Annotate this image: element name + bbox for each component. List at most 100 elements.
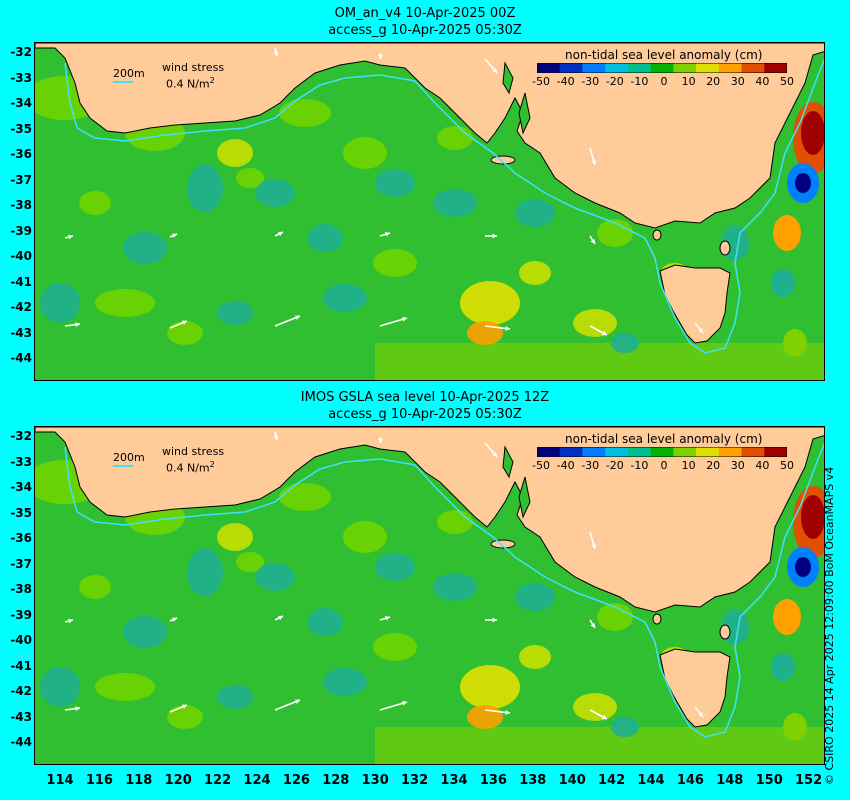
anomaly-eddy xyxy=(123,232,167,264)
latitude-label: -37 xyxy=(10,556,32,571)
anomaly-eddy xyxy=(783,713,807,741)
wind-stress-key: wind stress 0.4 N/m2 xyxy=(162,445,224,475)
flinders-island xyxy=(719,240,731,256)
colorbar-swatch xyxy=(559,447,583,457)
latitude-label: -35 xyxy=(10,121,32,136)
colorbar-tick-label: 0 xyxy=(660,459,668,472)
colorbar xyxy=(537,63,787,73)
colorbar-tick-label: -50 xyxy=(532,75,550,88)
longitude-label: 150 xyxy=(755,773,783,788)
colorbar-swatch xyxy=(582,447,606,457)
wind-arrow-head xyxy=(172,233,177,238)
anomaly-eddy xyxy=(611,333,639,353)
gulf-st-vincent xyxy=(518,476,531,519)
latitude-label: -36 xyxy=(10,147,32,161)
colorbar-swatch xyxy=(605,63,629,73)
longitude-label: 146 xyxy=(676,773,704,788)
wind-arrow-head xyxy=(591,544,597,549)
colorbar-swatch xyxy=(764,447,787,457)
longitude-label: 148 xyxy=(716,773,744,788)
spencer-gulf xyxy=(502,61,514,95)
wind-arrow-head xyxy=(505,326,510,331)
wind-arrow xyxy=(379,317,408,327)
wind-stress-arrows xyxy=(64,431,704,720)
anomaly-eddy xyxy=(79,575,111,599)
longitude-label: 138 xyxy=(519,773,547,788)
longitude-label: 116 xyxy=(85,773,113,788)
latitude-label: -35 xyxy=(10,505,32,520)
isobath-key-label: 200m xyxy=(113,451,145,464)
flinders-island xyxy=(719,624,731,640)
anomaly-eddy xyxy=(467,321,503,345)
wind-arrow-head xyxy=(602,330,607,336)
colorbar-swatch xyxy=(627,447,652,457)
wind-stress-label: wind stress xyxy=(162,61,225,74)
anomaly-eddy xyxy=(437,510,473,534)
colorbar-tick-label: 20 xyxy=(706,459,721,472)
wind-arrow-head xyxy=(68,234,73,240)
latitude-label: -42 xyxy=(10,300,32,314)
colorbar-tick-label: 40 xyxy=(755,459,770,472)
colorbar-tick-label: -30 xyxy=(581,75,600,88)
wind-stress-label: wind stress xyxy=(162,445,225,458)
panel-2-title-line1: IMOS GSLA sea level 10-Apr-2025 12Z xyxy=(300,390,550,405)
longitude-label: 118 xyxy=(125,773,153,788)
wind-arrow-head xyxy=(492,68,497,73)
colorbar-swatch xyxy=(582,63,606,73)
anomaly-eddy xyxy=(95,289,155,317)
longitude-label: 128 xyxy=(322,773,350,788)
anomaly-eddy xyxy=(433,189,477,217)
anomaly-eddy xyxy=(519,261,551,285)
tasmania xyxy=(659,264,731,344)
colorbar-swatch xyxy=(650,63,674,73)
sea-level-map-1 xyxy=(35,43,824,380)
isobath-200m xyxy=(64,58,824,354)
latitude-label: -33 xyxy=(10,70,32,85)
colorbar-swatch xyxy=(696,63,720,73)
southern-band xyxy=(375,343,824,380)
isobath-key-line xyxy=(113,81,133,83)
anomaly-eddy xyxy=(515,199,555,227)
wind-arrow-head xyxy=(75,322,80,327)
panel-2-title-line2: access_g 10-Apr-2025 05:30Z xyxy=(328,407,522,422)
longitude-label: 144 xyxy=(637,773,665,788)
isobath-key-label: 200m xyxy=(113,67,145,80)
map-panel-2 xyxy=(34,426,825,765)
colorbar-swatch xyxy=(559,63,583,73)
anomaly-eddy xyxy=(433,573,477,601)
anomaly-eddy xyxy=(343,521,387,553)
anomaly-eddy xyxy=(375,553,415,581)
spencer-gulf xyxy=(502,445,514,479)
isobath-key-line xyxy=(113,465,133,467)
anomaly-eddy xyxy=(611,717,639,737)
anomaly-eddy xyxy=(773,215,801,251)
latitude-label: -39 xyxy=(10,223,32,238)
wind-arrow-head xyxy=(182,320,187,325)
colorbar-swatch xyxy=(741,447,765,457)
anomaly-eddy xyxy=(373,633,417,661)
anomaly-eddy xyxy=(597,603,633,631)
anomaly-eddy xyxy=(597,219,633,247)
longitude-label: 136 xyxy=(479,773,507,788)
anomaly-eddy xyxy=(279,483,331,511)
anomaly-eddy xyxy=(167,705,203,729)
colorbar-tick-label: 30 xyxy=(730,459,745,472)
anomaly-eddy xyxy=(375,169,415,197)
wind-arrow-head xyxy=(278,231,283,237)
longitude-label: 132 xyxy=(401,773,429,788)
wind-arrow-head xyxy=(278,615,283,621)
longitude-label: 152 xyxy=(795,773,823,788)
longitude-label: 124 xyxy=(243,773,271,788)
wind-stress-value: 0.4 N/m2 xyxy=(166,76,215,91)
wind-arrow-head xyxy=(492,233,497,239)
wind-arrow xyxy=(274,315,301,327)
wind-arrow xyxy=(274,699,301,711)
credit-text: © CSIRO 2025 14 Apr 2025 12:09:00 BoM Oc… xyxy=(823,466,836,785)
wind-arrow-head xyxy=(385,615,390,621)
wind-arrow-head xyxy=(273,435,279,440)
panel-1-title-line1: OM_an_v4 10-Apr-2025 00Z xyxy=(334,6,516,21)
king-island xyxy=(652,613,662,625)
wind-arrow-head xyxy=(492,617,497,623)
colorbar-tick-label: 20 xyxy=(706,75,721,88)
latitude-label: -41 xyxy=(10,274,32,289)
